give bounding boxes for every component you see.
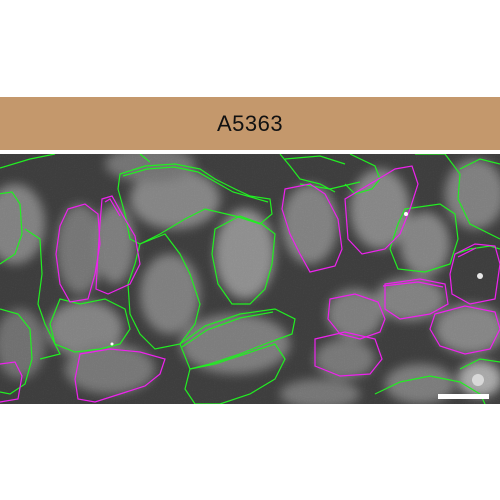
green-outline	[284, 155, 346, 165]
green-outline	[0, 191, 23, 265]
noise-overlay	[0, 154, 500, 404]
magenta-outline	[104, 198, 121, 217]
green-outline	[344, 154, 381, 195]
magenta-outline	[55, 203, 101, 303]
green-outline	[49, 298, 131, 353]
magenta-outline	[281, 183, 343, 273]
green-outline	[117, 163, 273, 245]
green-outline	[299, 181, 361, 190]
green-outline	[459, 158, 500, 170]
green-outline	[0, 308, 33, 395]
magenta-outline	[457, 247, 477, 258]
magenta-outline	[382, 281, 444, 288]
magenta-outline	[74, 348, 166, 403]
green-outline	[389, 203, 459, 273]
green-outline	[0, 154, 56, 169]
scale-bar	[438, 394, 489, 399]
magenta-outline	[0, 361, 23, 403]
header-bar: A5363	[0, 97, 500, 152]
magenta-outline	[327, 293, 386, 340]
green-outline	[179, 308, 296, 370]
cell-line-label: A5363	[216, 110, 284, 136]
green-outline	[211, 215, 276, 305]
green-outline	[139, 154, 151, 163]
magenta-outline	[314, 331, 383, 377]
green-outline	[122, 166, 269, 203]
green-outline	[415, 154, 500, 240]
green-outline	[459, 358, 500, 370]
magenta-outline	[384, 278, 449, 320]
green-outline	[279, 154, 336, 193]
magenta-cell-outlines	[0, 165, 500, 403]
magenta-outline	[344, 165, 419, 255]
micrograph-image	[0, 154, 500, 404]
magenta-outline	[449, 243, 500, 305]
green-outline	[181, 311, 274, 348]
magenta-outline	[95, 195, 141, 295]
bright-specks	[110, 212, 484, 386]
magenta-outline	[429, 305, 500, 355]
green-outline	[24, 228, 61, 360]
green-outline	[184, 343, 286, 404]
